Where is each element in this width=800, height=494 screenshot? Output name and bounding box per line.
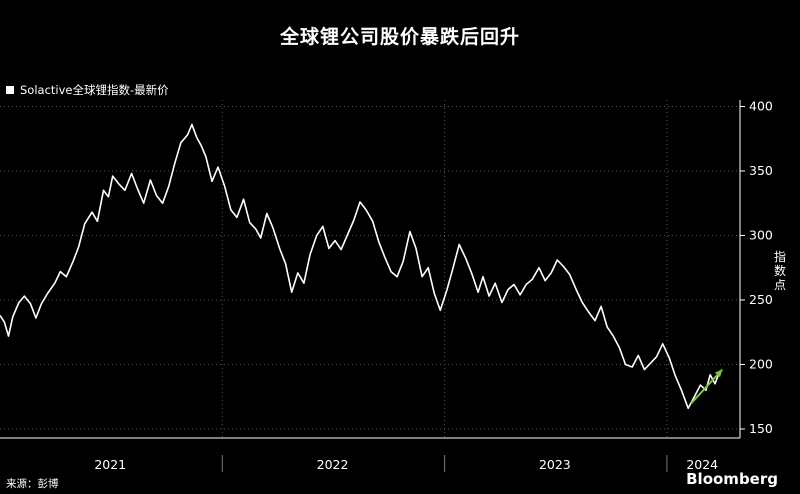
x-tick-label: 2023 xyxy=(539,457,571,472)
annotation-arrow-head xyxy=(714,369,723,378)
legend: Solactive全球锂指数-最新价 xyxy=(6,82,169,98)
source-note: 来源：彭博 xyxy=(6,478,59,490)
y-tick-label: 200 xyxy=(749,356,773,371)
y-tick-label: 150 xyxy=(749,421,773,436)
series-line xyxy=(0,123,721,410)
y-axis-label: 指数点 xyxy=(773,250,786,292)
chart-title: 全球锂公司股价暴跌后回升 xyxy=(279,26,520,48)
bloomberg-logo: Bloomberg xyxy=(686,470,778,488)
y-tick-label: 400 xyxy=(749,98,773,113)
y-tick-label: 350 xyxy=(749,163,773,178)
y-tick-label: 300 xyxy=(749,227,773,242)
y-tick-label: 250 xyxy=(749,292,773,307)
x-tick-label: 2021 xyxy=(94,457,126,472)
x-tick-label: 2022 xyxy=(317,457,349,472)
legend-swatch xyxy=(6,86,14,94)
annotation-arrow-shaft xyxy=(690,368,724,404)
legend-label: Solactive全球锂指数-最新价 xyxy=(20,83,169,97)
x-tick-label: 2024 xyxy=(686,457,718,472)
